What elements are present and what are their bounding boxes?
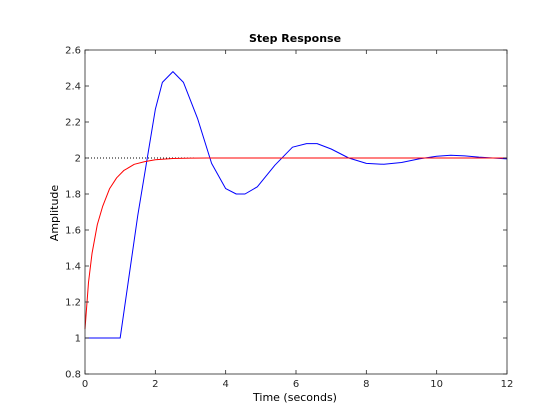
y-tick-label: 1 <box>75 334 81 345</box>
axes-background <box>85 50 507 374</box>
series-line-2 <box>84 157 507 330</box>
y-tick-label: 0.8 <box>65 370 81 381</box>
x-tick-label: 4 <box>222 379 228 390</box>
chart-title: Step Response <box>249 32 341 45</box>
x-tick-label: 2 <box>152 379 158 390</box>
x-axis-label: Time (seconds) <box>252 391 337 404</box>
y-tick-label: 1.4 <box>65 262 81 273</box>
y-tick-label: 2.4 <box>65 82 81 93</box>
x-tick-label: 8 <box>363 379 369 390</box>
y-tick-label: 1.8 <box>65 190 81 201</box>
x-tick-label: 10 <box>430 379 443 390</box>
y-tick-label: 2 <box>75 154 81 165</box>
y-axis-label: Amplitude <box>48 185 61 242</box>
plot-area: 0 2 4 6 8 10 12 0.8 1 1.2 1.4 1.6 1.8 2 2.2 2.4 2.6 <box>65 46 513 391</box>
y-tick-label: 2.2 <box>65 118 81 129</box>
y-tick-label: 2.6 <box>65 46 81 57</box>
series-line-1 <box>85 71 508 339</box>
x-tick-label: 0 <box>82 379 88 390</box>
y-tick-label: 1.2 <box>65 298 81 309</box>
x-tick-label: 12 <box>501 379 514 390</box>
x-tick-label: 6 <box>293 379 299 390</box>
y-tick-label: 1.6 <box>65 226 81 237</box>
